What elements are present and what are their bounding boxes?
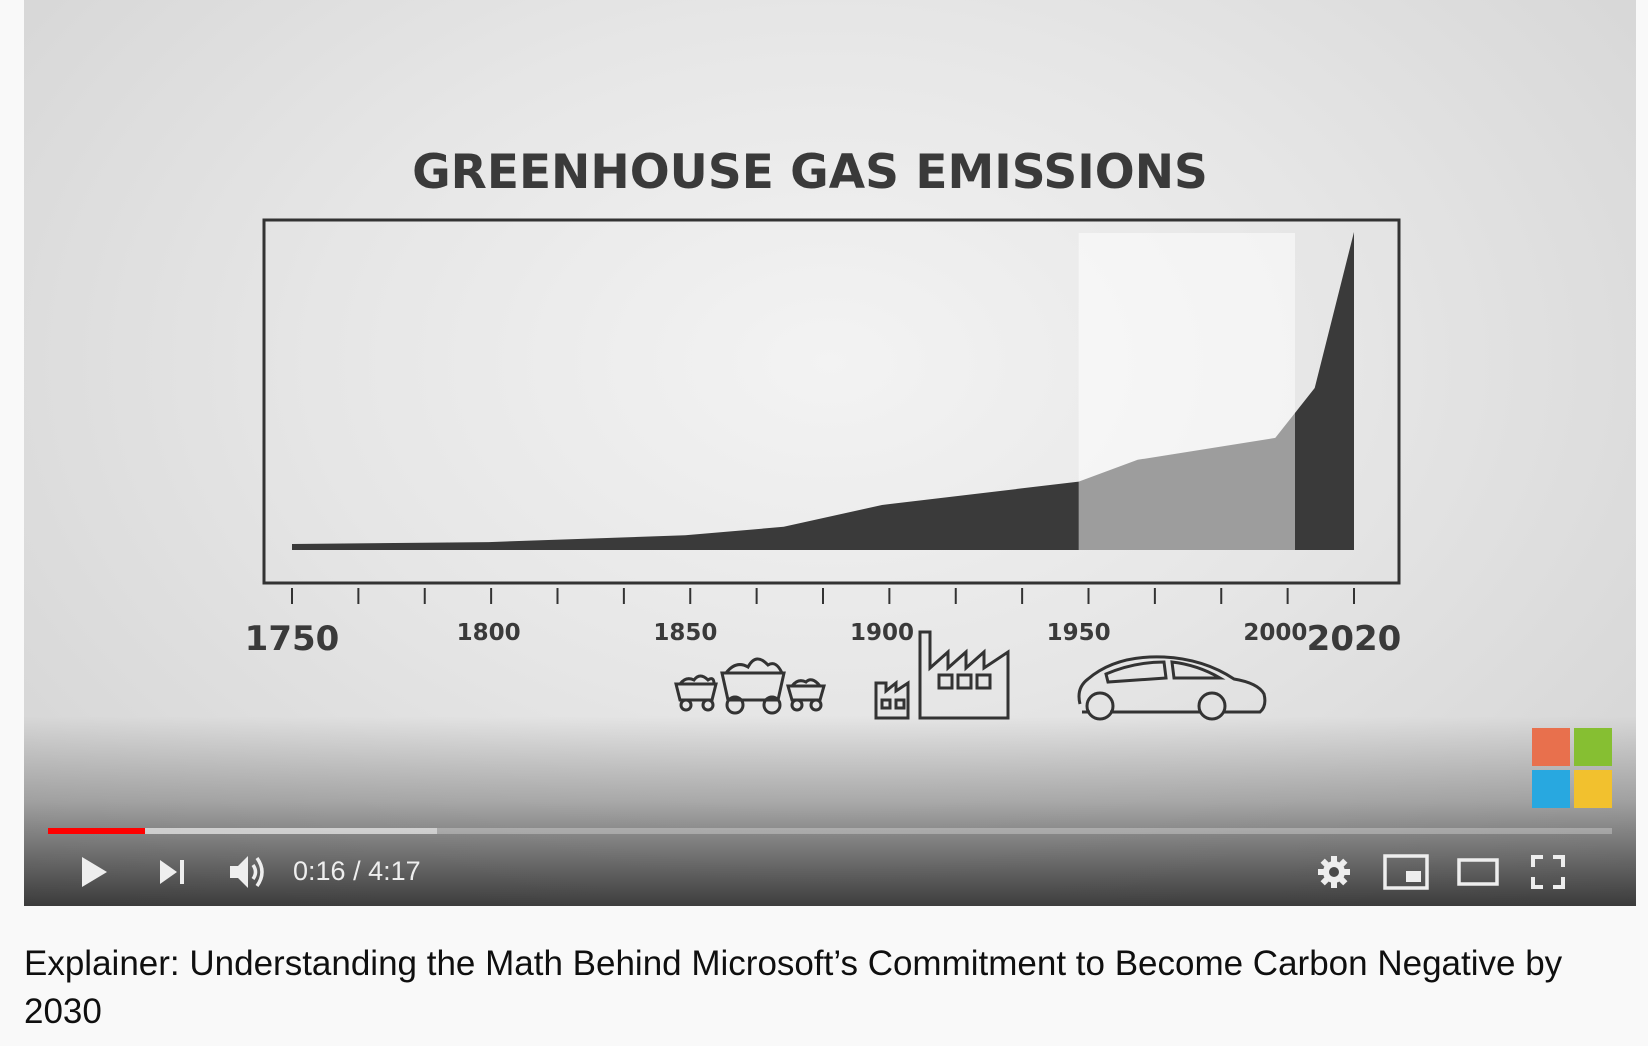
highlight-band — [1078, 233, 1295, 550]
x-tick-label: 1950 — [1047, 620, 1111, 646]
video-player[interactable]: GREENHOUSE GAS EMISSIONS — [24, 0, 1636, 906]
miniplayer-button[interactable] — [1382, 848, 1430, 896]
next-button[interactable] — [148, 848, 196, 896]
play-button[interactable] — [70, 848, 118, 896]
fullscreen-button[interactable] — [1524, 848, 1572, 896]
settings-button[interactable] — [1310, 848, 1358, 896]
logo-square-orange — [1532, 728, 1570, 766]
chart-title: GREENHOUSE GAS EMISSIONS — [412, 145, 1208, 200]
theater-button[interactable] — [1454, 848, 1502, 896]
time-display: 0:16 / 4:17 — [293, 856, 421, 886]
video-frame: GREENHOUSE GAS EMISSIONS — [245, 145, 1402, 721]
x-tick-label: 1750 — [245, 619, 340, 659]
time-current: 0:16 — [293, 856, 346, 886]
time-total: 4:17 — [368, 856, 421, 886]
controls-gradient — [24, 716, 1636, 906]
settings-icon — [1318, 856, 1350, 888]
chart-frame — [262, 218, 1401, 585]
fullscreen-icon — [1531, 855, 1565, 889]
miniplayer-icon — [1383, 854, 1429, 890]
x-tick-label: 1850 — [653, 620, 717, 646]
microsoft-logo — [1532, 728, 1612, 808]
x-tick-label: 2000 — [1243, 620, 1307, 646]
time-separator: / — [345, 856, 369, 886]
logo-square-yellow — [1574, 770, 1612, 808]
progress-played — [48, 828, 145, 834]
logo-square-blue — [1532, 770, 1570, 808]
next-icon — [160, 860, 184, 884]
theater-icon — [1457, 858, 1499, 886]
progress-bar[interactable] — [48, 828, 1612, 834]
x-tick-label: 1900 — [850, 620, 914, 646]
volume-icon — [230, 856, 264, 888]
x-tick-label: 1800 — [457, 620, 521, 646]
x-tick-label: 2020 — [1307, 619, 1402, 659]
logo-square-green — [1574, 728, 1612, 766]
mute-button[interactable] — [224, 848, 272, 896]
play-icon — [82, 857, 107, 887]
coal-carts-icon — [674, 657, 826, 715]
car-icon — [1077, 655, 1267, 721]
progress-loaded — [48, 828, 438, 834]
video-title: Explainer: Understanding the Math Behind… — [24, 944, 1563, 1031]
factory-icon — [874, 630, 1010, 720]
